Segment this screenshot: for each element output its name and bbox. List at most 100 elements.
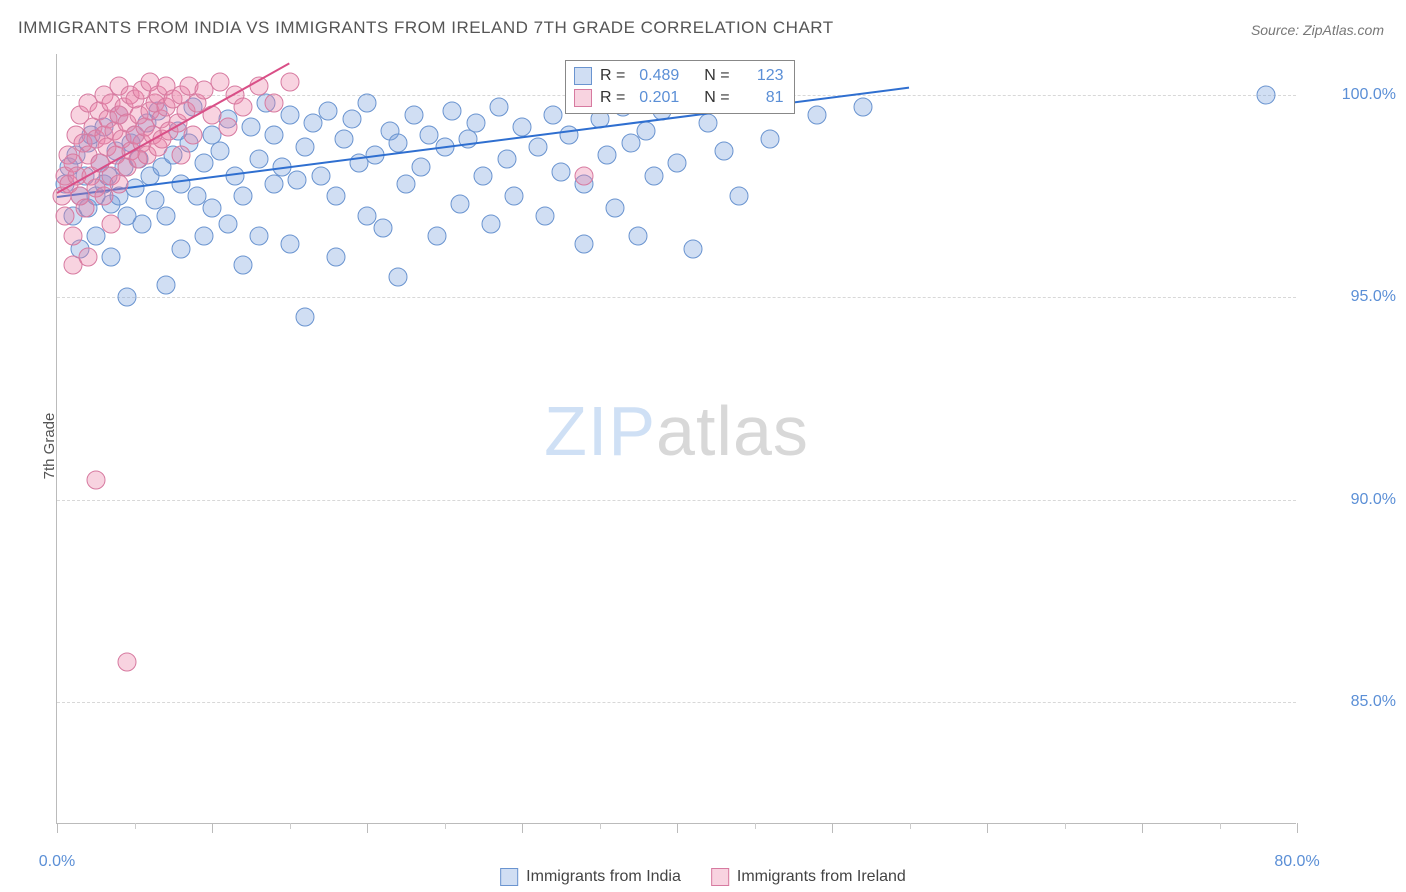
r-value: 0.201 — [633, 87, 679, 109]
data-point — [280, 105, 299, 124]
data-point — [598, 146, 617, 165]
legend-swatch — [574, 89, 592, 107]
watermark-thin: atlas — [656, 392, 809, 470]
data-point — [327, 186, 346, 205]
data-point — [218, 117, 237, 136]
data-point — [288, 170, 307, 189]
data-point — [303, 113, 322, 132]
data-point — [427, 227, 446, 246]
data-point — [513, 117, 532, 136]
x-tick-major — [677, 823, 678, 833]
x-tick-minor — [1065, 823, 1066, 829]
data-point — [210, 142, 229, 161]
legend-swatch — [574, 67, 592, 85]
data-point — [854, 97, 873, 116]
data-point — [203, 199, 222, 218]
data-point — [358, 93, 377, 112]
data-point — [296, 308, 315, 327]
n-label: N = — [704, 65, 729, 87]
data-point — [265, 126, 284, 145]
y-tick-label: 85.0% — [1351, 693, 1396, 711]
data-point — [195, 227, 214, 246]
data-point — [280, 235, 299, 254]
data-point — [466, 113, 485, 132]
data-point — [761, 130, 780, 149]
x-tick-minor — [290, 823, 291, 829]
data-point — [637, 122, 656, 141]
data-point — [528, 138, 547, 157]
data-point — [443, 101, 462, 120]
y-tick-label: 95.0% — [1351, 288, 1396, 306]
plot-area: ZIPatlas 0.0%80.0%R =0.489 N =123R =0.20… — [56, 54, 1296, 824]
data-point — [575, 235, 594, 254]
x-tick-minor — [135, 823, 136, 829]
legend-swatch — [500, 868, 518, 886]
watermark: ZIPatlas — [544, 391, 809, 471]
source-attribution: Source: ZipAtlas.com — [1251, 22, 1384, 38]
n-value: 81 — [738, 87, 784, 109]
data-point — [451, 194, 470, 213]
data-point — [86, 470, 105, 489]
data-point — [79, 247, 98, 266]
legend-label: Immigrants from India — [526, 868, 681, 886]
x-tick-minor — [910, 823, 911, 829]
data-point — [55, 207, 74, 226]
data-point — [102, 247, 121, 266]
data-point — [249, 227, 268, 246]
data-point — [342, 109, 361, 128]
data-point — [86, 227, 105, 246]
data-point — [389, 134, 408, 153]
data-point — [474, 166, 493, 185]
data-point — [241, 117, 260, 136]
data-point — [730, 186, 749, 205]
data-point — [551, 162, 570, 181]
x-tick-minor — [1220, 823, 1221, 829]
data-point — [668, 154, 687, 173]
data-point — [156, 276, 175, 295]
data-point — [497, 150, 516, 169]
data-point — [396, 174, 415, 193]
data-point — [234, 255, 253, 274]
data-point — [807, 105, 826, 124]
x-tick-label: 80.0% — [1274, 853, 1319, 871]
data-point — [412, 158, 431, 177]
data-point — [544, 105, 563, 124]
r-value: 0.489 — [633, 65, 679, 87]
data-point — [621, 134, 640, 153]
x-tick-major — [57, 823, 58, 833]
data-point — [644, 166, 663, 185]
x-tick-major — [987, 823, 988, 833]
data-point — [234, 186, 253, 205]
x-tick-major — [1297, 823, 1298, 833]
data-point — [389, 267, 408, 286]
data-point — [218, 215, 237, 234]
data-point — [373, 219, 392, 238]
n-value: 123 — [738, 65, 784, 87]
data-point — [110, 174, 129, 193]
x-tick-label: 0.0% — [39, 853, 75, 871]
data-point — [327, 247, 346, 266]
data-point — [334, 130, 353, 149]
gridline-h — [57, 702, 1296, 703]
data-point — [117, 652, 136, 671]
data-point — [133, 215, 152, 234]
data-point — [172, 239, 191, 258]
data-point — [102, 215, 121, 234]
data-point — [482, 215, 501, 234]
r-label: R = — [600, 87, 625, 109]
x-tick-minor — [755, 823, 756, 829]
x-tick-minor — [445, 823, 446, 829]
data-point — [319, 101, 338, 120]
data-point — [489, 97, 508, 116]
data-point — [280, 73, 299, 92]
data-point — [265, 174, 284, 193]
data-point — [311, 166, 330, 185]
y-tick-label: 100.0% — [1342, 86, 1396, 104]
legend-row: R =0.489 N =123 — [574, 65, 784, 87]
data-point — [699, 113, 718, 132]
data-point — [575, 166, 594, 185]
legend-label: Immigrants from Ireland — [737, 868, 906, 886]
watermark-bold: ZIP — [544, 392, 656, 470]
data-point — [1257, 85, 1276, 104]
n-label: N = — [704, 87, 729, 109]
